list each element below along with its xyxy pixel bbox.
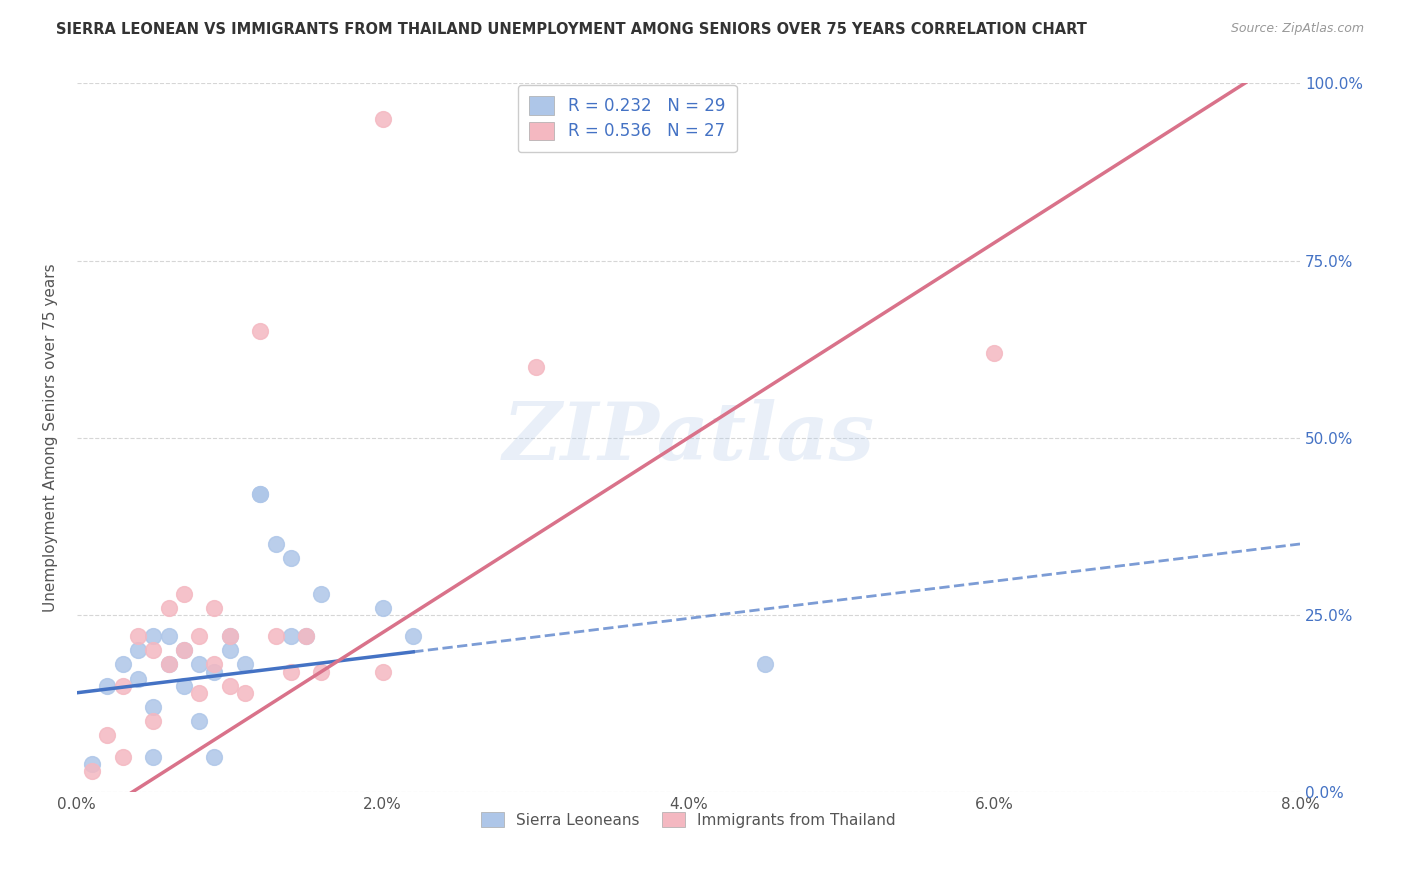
Point <box>82 764 104 778</box>
Point <box>524 359 547 374</box>
Point <box>233 686 256 700</box>
Point <box>280 629 302 643</box>
Point <box>157 657 180 672</box>
Point <box>295 629 318 643</box>
Point <box>96 728 118 742</box>
Point <box>204 665 226 679</box>
Point <box>82 756 104 771</box>
Point <box>188 686 211 700</box>
Point <box>173 679 195 693</box>
Point <box>249 487 271 501</box>
Text: ZIPatlas: ZIPatlas <box>502 399 875 476</box>
Point <box>249 487 271 501</box>
Point <box>188 657 211 672</box>
Point <box>173 643 195 657</box>
Point <box>157 629 180 643</box>
Text: SIERRA LEONEAN VS IMMIGRANTS FROM THAILAND UNEMPLOYMENT AMONG SENIORS OVER 75 YE: SIERRA LEONEAN VS IMMIGRANTS FROM THAILA… <box>56 22 1087 37</box>
Point <box>218 629 240 643</box>
Point <box>96 679 118 693</box>
Y-axis label: Unemployment Among Seniors over 75 years: Unemployment Among Seniors over 75 years <box>44 263 58 612</box>
Point <box>371 665 394 679</box>
Text: Source: ZipAtlas.com: Source: ZipAtlas.com <box>1230 22 1364 36</box>
Point <box>173 586 195 600</box>
Point <box>111 749 134 764</box>
Point <box>142 700 165 714</box>
Point <box>218 643 240 657</box>
Point <box>142 643 165 657</box>
Point <box>111 657 134 672</box>
Point <box>127 629 149 643</box>
Point <box>188 629 211 643</box>
Point <box>983 345 1005 359</box>
Point <box>157 657 180 672</box>
Point <box>233 657 256 672</box>
Point <box>218 629 240 643</box>
Point <box>249 325 271 339</box>
Point <box>402 629 425 643</box>
Legend: Sierra Leoneans, Immigrants from Thailand: Sierra Leoneans, Immigrants from Thailan… <box>475 805 903 834</box>
Point <box>204 600 226 615</box>
Point <box>204 749 226 764</box>
Point <box>127 672 149 686</box>
Point <box>311 665 333 679</box>
Point <box>188 714 211 728</box>
Point <box>142 714 165 728</box>
Point <box>311 586 333 600</box>
Point <box>218 679 240 693</box>
Point <box>371 112 394 126</box>
Point <box>157 600 180 615</box>
Point <box>142 629 165 643</box>
Point <box>295 629 318 643</box>
Point <box>111 679 134 693</box>
Point <box>280 551 302 566</box>
Point <box>127 643 149 657</box>
Point <box>142 749 165 764</box>
Point <box>264 537 287 551</box>
Point <box>204 657 226 672</box>
Point <box>371 600 394 615</box>
Point <box>754 657 776 672</box>
Point <box>280 665 302 679</box>
Point <box>173 643 195 657</box>
Point <box>264 629 287 643</box>
